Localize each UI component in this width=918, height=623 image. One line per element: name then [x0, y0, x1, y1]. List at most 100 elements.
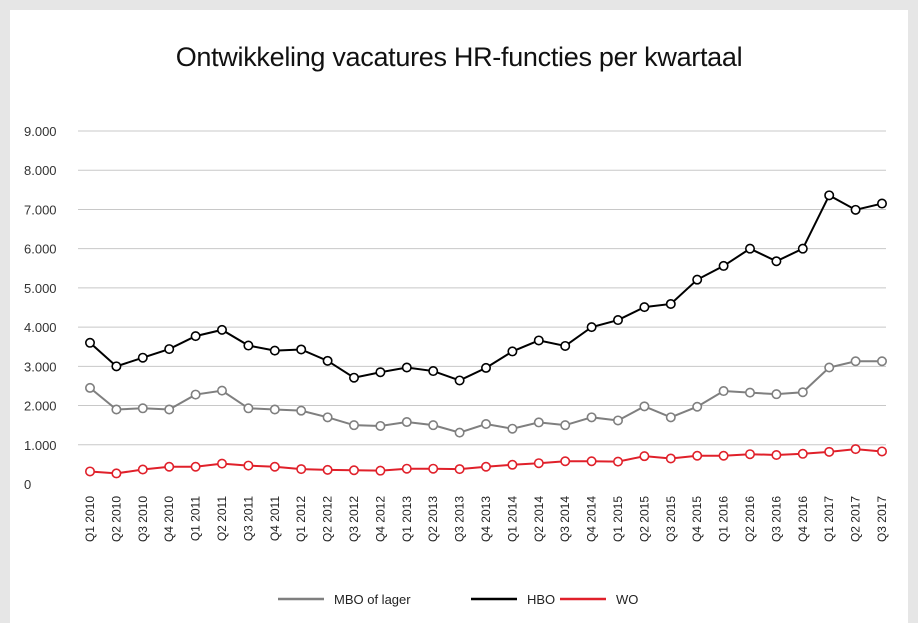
data-point — [718, 386, 729, 397]
data-point — [243, 403, 254, 414]
data-point — [876, 198, 887, 209]
data-point — [744, 243, 755, 254]
x-tick-label: Q3 2013 — [453, 496, 467, 542]
data-point — [137, 464, 148, 475]
legend-label: HBO — [527, 592, 555, 607]
data-point — [797, 387, 808, 398]
data-point — [639, 302, 650, 313]
data-point — [850, 204, 861, 215]
data-point — [771, 449, 782, 460]
data-point — [85, 466, 96, 477]
data-point — [560, 340, 571, 351]
x-tick-label: Q3 2011 — [241, 496, 255, 541]
chart-title: Ontwikkeling vacatures HR-functies per k… — [175, 42, 743, 72]
x-tick-label: Q3 2010 — [136, 496, 150, 542]
legend-label: WO — [616, 592, 638, 607]
legend-item: MBO of lager — [278, 592, 411, 607]
data-point — [375, 465, 386, 476]
data-point — [639, 401, 650, 412]
x-tick-label: Q4 2016 — [796, 496, 810, 542]
legend: MBO of lager HBO WO — [278, 592, 638, 607]
data-point — [797, 448, 808, 459]
data-point — [665, 453, 676, 464]
data-point — [850, 356, 861, 367]
x-tick-label: Q2 2010 — [109, 496, 123, 542]
data-point — [190, 461, 201, 472]
x-tick-label: Q2 2011 — [215, 496, 229, 541]
data-point — [876, 356, 887, 367]
y-tick-label: 2.000 — [24, 399, 57, 414]
x-tick-label: Q4 2010 — [162, 496, 176, 542]
data-point — [190, 389, 201, 400]
data-point — [217, 458, 228, 469]
data-point — [454, 375, 465, 386]
data-point — [507, 459, 518, 470]
data-point — [454, 464, 465, 475]
data-point — [824, 446, 835, 457]
legend-item: WO — [560, 592, 638, 607]
data-point — [876, 446, 887, 457]
data-point — [322, 355, 333, 366]
x-tick-label: Q3 2014 — [558, 496, 572, 542]
data-point — [744, 449, 755, 460]
x-tick-label: Q2 2015 — [637, 496, 651, 542]
data-point — [217, 385, 228, 396]
data-point — [164, 404, 175, 415]
data-point — [137, 352, 148, 363]
data-point — [797, 243, 808, 254]
data-point — [665, 298, 676, 309]
data-point — [137, 403, 148, 414]
data-point — [850, 444, 861, 455]
data-point — [428, 463, 439, 474]
x-tick-label: Q4 2014 — [585, 496, 599, 542]
data-point — [586, 322, 597, 333]
x-tick-label: Q3 2015 — [664, 496, 678, 542]
data-point — [111, 404, 122, 415]
y-tick-label: 4.000 — [24, 320, 57, 335]
data-point — [190, 331, 201, 342]
data-point — [586, 412, 597, 423]
data-point — [269, 461, 280, 472]
data-point — [322, 412, 333, 423]
data-point — [164, 344, 175, 355]
data-point — [85, 337, 96, 348]
x-tick-label: Q1 2017 — [822, 496, 836, 542]
x-tick-label: Q2 2013 — [426, 496, 440, 542]
data-point — [322, 464, 333, 475]
data-point — [401, 417, 412, 428]
data-point — [480, 362, 491, 373]
chart-panel — [10, 10, 908, 623]
data-point — [480, 461, 491, 472]
x-tick-label: Q1 2016 — [717, 496, 731, 542]
x-tick-label: Q4 2011 — [268, 496, 282, 541]
x-tick-label: Q4 2015 — [690, 496, 704, 542]
data-point — [296, 344, 307, 355]
x-tick-label: Q1 2012 — [294, 496, 308, 542]
data-point — [375, 367, 386, 378]
data-point — [348, 372, 359, 383]
data-point — [533, 335, 544, 346]
x-tick-label: Q4 2013 — [479, 496, 493, 542]
data-point — [217, 324, 228, 335]
data-point — [612, 456, 623, 467]
x-tick-label: Q1 2010 — [83, 496, 97, 542]
x-tick-label: Q1 2013 — [400, 496, 414, 542]
x-tick-label: Q3 2012 — [347, 496, 361, 542]
data-point — [401, 362, 412, 373]
data-point — [665, 412, 676, 423]
data-point — [560, 456, 571, 467]
data-point — [612, 315, 623, 326]
data-point — [480, 418, 491, 429]
data-point — [744, 387, 755, 398]
legend-label: MBO of lager — [334, 592, 411, 607]
y-tick-label: 1.000 — [24, 438, 57, 453]
data-point — [824, 190, 835, 201]
data-point — [771, 389, 782, 400]
data-point — [692, 274, 703, 285]
data-point — [111, 361, 122, 372]
data-point — [533, 458, 544, 469]
data-point — [718, 260, 729, 271]
x-tick-label: Q3 2016 — [769, 496, 783, 542]
data-point — [612, 415, 623, 426]
